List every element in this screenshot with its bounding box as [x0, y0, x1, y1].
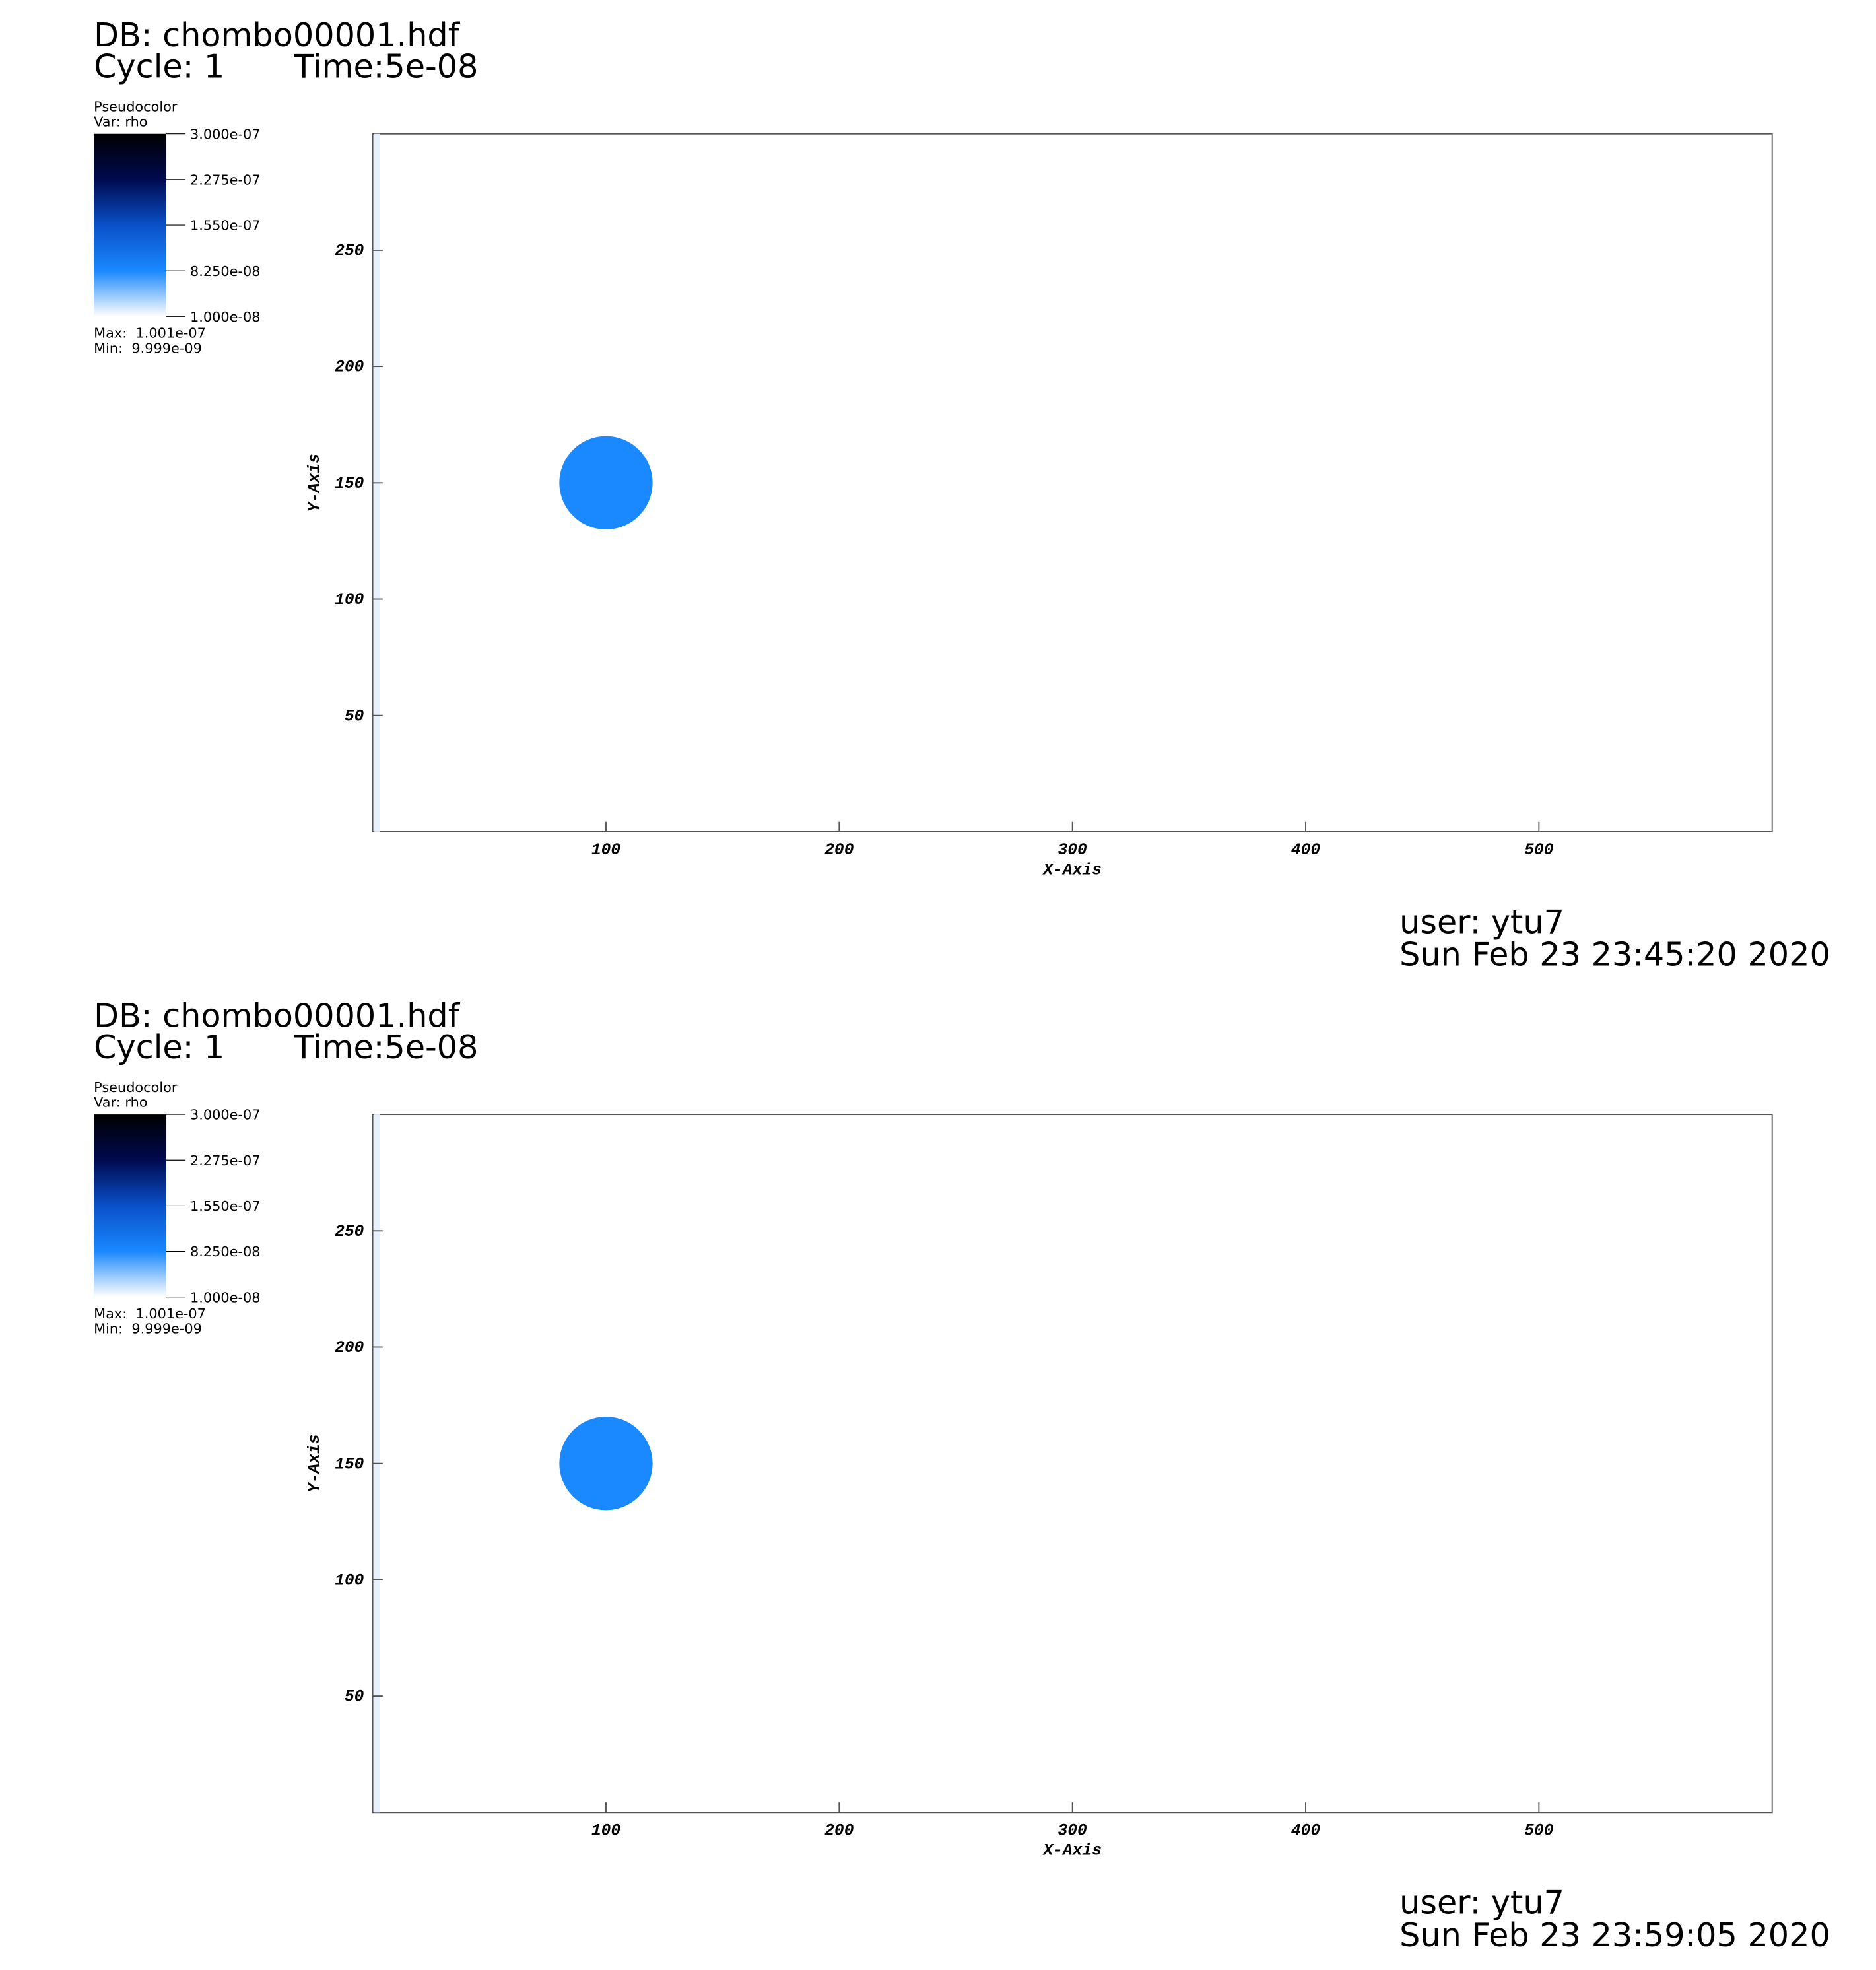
legend-tick-label: 3.000e-07 [190, 1107, 260, 1123]
legend-tick-label: 1.550e-07 [190, 218, 260, 234]
y-tick-label: 250 [335, 1223, 364, 1241]
x-tick-label: 500 [1524, 1822, 1554, 1840]
user: user: ytu7 [1399, 1884, 1564, 1922]
time: Time:5e-08 [293, 47, 478, 85]
y-tick-label: 250 [335, 242, 364, 260]
date: Sun Feb 23 23:59:05 2020 [1399, 1916, 1830, 1954]
legend-title: Pseudocolor [94, 1079, 178, 1095]
legend-tick-label: 2.275e-07 [190, 172, 260, 187]
x-tick-label: 200 [824, 1822, 854, 1840]
y-tick-label: 200 [335, 1340, 364, 1357]
y-tick-label: 200 [335, 359, 364, 377]
db-title: DB: chombo00001.hdf [94, 16, 461, 54]
legend-min: Min: 9.999e-09 [94, 340, 202, 356]
legend-max: Max: 1.001e-07 [94, 325, 206, 341]
legend-tick-label: 1.000e-08 [190, 309, 260, 325]
y-tick-label: 50 [345, 708, 364, 726]
y-axis-label: Y-Axis [306, 1434, 324, 1493]
legend-tick-label: 8.250e-08 [190, 263, 260, 279]
legend-tick-label: 8.250e-08 [190, 1244, 260, 1260]
x-axis-label: X-Axis [1042, 862, 1102, 879]
x-tick-label: 400 [1291, 1822, 1321, 1840]
x-tick-label: 200 [824, 842, 854, 860]
time: Time:5e-08 [293, 1028, 478, 1066]
y-axis-label: Y-Axis [306, 454, 324, 512]
legend-min: Min: 9.999e-09 [94, 1321, 202, 1337]
y-tick-label: 150 [335, 475, 364, 493]
legend-max: Max: 1.001e-07 [94, 1306, 206, 1322]
x-axis-label: X-Axis [1042, 1843, 1102, 1860]
density-blob [559, 436, 653, 529]
legend-tick-label: 1.550e-07 [190, 1198, 260, 1214]
user: user: ytu7 [1399, 902, 1564, 941]
legend-var: Var: rho [94, 114, 147, 129]
y-tick-label: 100 [335, 592, 364, 609]
x-tick-label: 500 [1524, 842, 1554, 860]
x-tick-label: 300 [1058, 1822, 1088, 1840]
density-blob [559, 1417, 653, 1511]
colorbar [94, 133, 167, 317]
y-tick-label: 100 [335, 1572, 364, 1590]
legend-tick-label: 1.000e-08 [190, 1289, 260, 1305]
legend-var: Var: rho [94, 1095, 147, 1110]
date: Sun Feb 23 23:45:20 2020 [1399, 935, 1830, 974]
y-tick-label: 150 [335, 1456, 364, 1474]
legend-tick-label: 3.000e-07 [190, 126, 260, 142]
legend-title: Pseudocolor [94, 99, 178, 115]
db-title: DB: chombo00001.hdf [94, 996, 461, 1035]
colorbar [94, 1114, 167, 1297]
y-tick-label: 50 [345, 1689, 364, 1707]
x-tick-label: 400 [1291, 842, 1321, 860]
x-tick-label: 100 [591, 842, 621, 860]
cycle: Cycle: 1 [94, 1028, 224, 1066]
legend-tick-label: 2.275e-07 [190, 1153, 260, 1169]
cycle: Cycle: 1 [94, 47, 224, 85]
x-tick-label: 300 [1058, 842, 1088, 860]
x-tick-label: 100 [591, 1822, 621, 1840]
